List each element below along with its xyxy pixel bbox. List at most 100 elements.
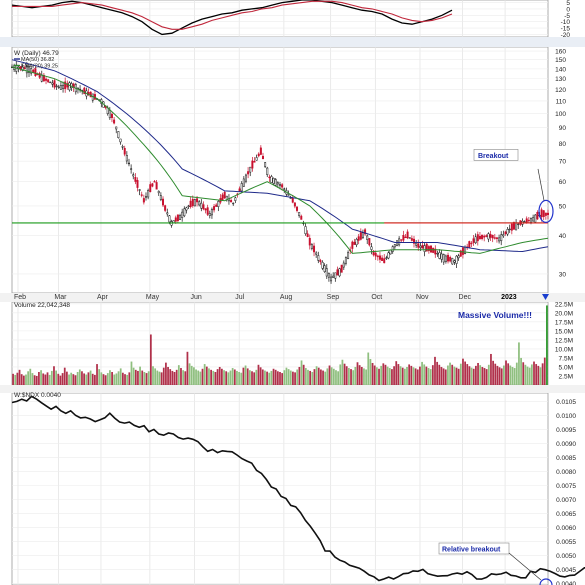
volume-bar	[106, 373, 109, 385]
volume-bar	[160, 372, 163, 385]
volume-bar	[451, 364, 454, 385]
candle-body	[517, 223, 520, 226]
volume-bar	[401, 367, 404, 385]
candle-body	[323, 265, 326, 272]
candle-body	[187, 205, 190, 207]
month-label: Jun	[191, 294, 202, 301]
candle-body	[55, 85, 58, 87]
volume-bar	[257, 364, 260, 385]
volume-bar	[358, 365, 361, 385]
candle-body	[438, 252, 441, 259]
relative-tick-label: 0.0060	[556, 525, 576, 532]
candle-body	[25, 65, 28, 74]
volume-bar	[279, 372, 281, 385]
candle-body	[34, 68, 37, 77]
relative-tick-label: 0.0105	[556, 399, 576, 406]
volume-bar	[289, 370, 292, 385]
volume-bar	[507, 363, 510, 385]
volume-bar	[119, 368, 122, 385]
relative-tick-label: 0.0050	[556, 553, 576, 560]
volume-bar	[212, 370, 215, 385]
candle-body	[208, 213, 211, 216]
volume-bar	[403, 368, 406, 385]
ema20-line	[11, 66, 549, 254]
volume-bar	[201, 368, 204, 385]
volume-bar	[96, 364, 98, 385]
candle-body	[408, 237, 411, 239]
candle-body	[253, 161, 256, 163]
volume-bar	[195, 369, 197, 385]
volume-bar	[266, 371, 268, 385]
volume-bar	[371, 362, 374, 385]
candle-body	[419, 245, 422, 248]
volume-bar	[83, 373, 85, 385]
candle-body	[481, 234, 484, 240]
month-label: Aug	[280, 294, 293, 301]
volume-bar	[145, 373, 148, 385]
volume-bar	[31, 373, 34, 385]
volume-bar	[115, 373, 118, 385]
relative-annotation-box	[438, 542, 510, 555]
candle-body	[193, 199, 196, 207]
candle-body	[210, 209, 213, 216]
candle-body	[547, 212, 549, 216]
volume-bar	[182, 370, 185, 385]
breakout-label: Breakout	[478, 153, 509, 160]
candle-body	[296, 206, 299, 211]
candle-body	[298, 212, 301, 216]
candle-body	[487, 233, 490, 240]
candle-body	[249, 166, 252, 173]
volume-bar	[369, 359, 372, 385]
candle-body	[442, 254, 445, 263]
candle-body	[264, 162, 267, 167]
volume-bar	[481, 366, 484, 385]
candle-body	[370, 246, 373, 250]
volume-bar	[490, 353, 492, 385]
volume-bar	[511, 366, 514, 385]
volume-bar	[27, 371, 30, 385]
candle-body	[57, 86, 60, 88]
month-label: Jul	[235, 294, 244, 301]
candle-body	[149, 184, 152, 192]
volume-bar	[143, 372, 146, 385]
volume-bar	[537, 365, 540, 385]
volume-bar	[399, 366, 402, 385]
volume-bar	[130, 361, 133, 385]
volume-bar	[225, 371, 228, 385]
volume-bar	[111, 372, 113, 385]
volume-bar	[162, 367, 165, 385]
volume-bar	[298, 366, 301, 385]
volume-bar	[302, 364, 305, 385]
volume-bar	[102, 374, 105, 385]
volume-bar	[274, 369, 277, 385]
volume-bar	[337, 371, 339, 385]
volume-bar	[55, 370, 58, 385]
candle-body	[478, 236, 481, 240]
volume-bar	[171, 370, 174, 385]
candle-body	[347, 252, 350, 260]
volume-bar	[89, 370, 92, 385]
volume-bar	[40, 370, 42, 385]
volume-bar	[255, 369, 258, 385]
volume-bar	[518, 342, 520, 385]
volume-bar	[61, 373, 64, 385]
volume-bar	[382, 363, 385, 385]
volume-bar	[472, 368, 475, 385]
candle-body	[491, 234, 494, 239]
volume-bar	[244, 365, 247, 385]
volume-bar	[421, 361, 423, 385]
volume-bar	[354, 366, 357, 385]
candle-body	[444, 255, 447, 262]
candle-body	[436, 253, 439, 255]
relative-tick-label: 0.0085	[556, 455, 576, 462]
volume-bar	[500, 368, 503, 385]
volume-bar	[341, 359, 344, 385]
volume-bar	[313, 369, 316, 385]
candle-body	[281, 184, 284, 188]
candle-body	[366, 235, 369, 240]
price-tick-label: 50	[559, 203, 567, 210]
volume-bar	[352, 370, 355, 385]
relative-annotation: Relative breakout	[442, 547, 501, 554]
candle-body	[364, 229, 367, 235]
volume-bar	[477, 362, 479, 385]
